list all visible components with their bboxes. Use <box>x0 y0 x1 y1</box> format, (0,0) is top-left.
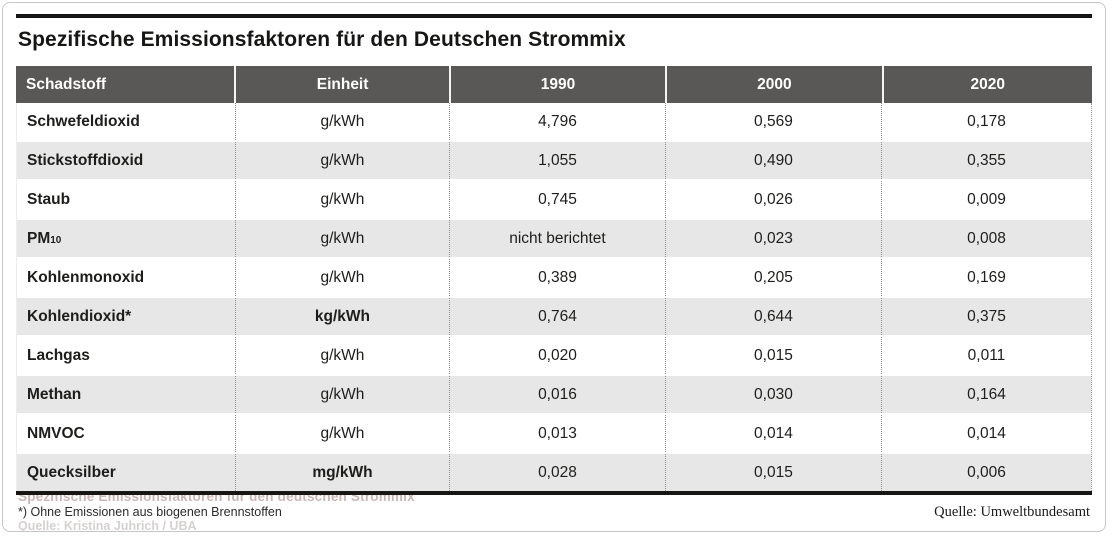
value-1990: 0,013 <box>448 415 665 452</box>
col-header-schadstoff: Schadstoff <box>26 75 107 93</box>
value-2020: 0,375 <box>880 298 1091 335</box>
value-1990: 0,764 <box>448 298 665 335</box>
pollutant-name: Stickstoffdioxid <box>27 151 144 169</box>
unit-cell: g/kWh <box>234 415 449 452</box>
pm10-text: PM <box>27 229 51 247</box>
unit-cell: g/kWh <box>234 181 449 218</box>
table-row-stickstoffdioxid: Stickstoffdioxid g/kWh 1,055 0,490 0,355 <box>17 142 1091 181</box>
value-1990: 1,055 <box>448 142 665 179</box>
pollutant-name: Methan <box>27 385 82 403</box>
value-2000: 0,205 <box>664 259 881 296</box>
footnote-text: *) Ohne Emissionen aus biogenen Brennsto… <box>18 505 282 519</box>
table-row-kohlendioxid: Kohlendioxid* kg/kWh 0,764 0,644 0,375 <box>17 298 1091 337</box>
page-title: Spezifische Emissionsfaktoren für den De… <box>18 28 626 51</box>
unit-cell: g/kWh <box>234 376 449 413</box>
pollutant-name: Staub <box>27 190 71 208</box>
value-1990: 4,796 <box>448 103 665 140</box>
pollutant-name: Quecksilber <box>27 463 116 481</box>
value-2000: 0,644 <box>664 298 881 335</box>
value-2000: 0,569 <box>664 103 881 140</box>
bottom-rule <box>16 491 1092 495</box>
pollutant-name: Kohlenmonoxid <box>27 268 145 286</box>
table-row-staub: Staub g/kWh 0,745 0,026 0,009 <box>17 181 1091 220</box>
table-row-pm10: PM 10 g/kWh nicht berichtet 0,023 0,008 <box>17 220 1091 259</box>
value-2020: 0,011 <box>880 337 1091 374</box>
table-row-lachgas: Lachgas g/kWh 0,020 0,015 0,011 <box>17 337 1091 376</box>
value-1990: 0,028 <box>448 454 665 491</box>
col-header-2020: 2020 <box>881 66 1092 103</box>
emissions-table: Schadstoff Einheit 1990 2000 2020 Schwef… <box>16 66 1092 491</box>
pollutant-name: Schwefeldioxid <box>27 112 140 130</box>
table-body: Schwefeldioxid g/kWh 4,796 0,569 0,178 S… <box>16 103 1092 491</box>
value-2020: 0,178 <box>880 103 1091 140</box>
source-text: Quelle: Umweltbundesamt <box>934 504 1090 520</box>
table-row-methan: Methan g/kWh 0,016 0,030 0,164 <box>17 376 1091 415</box>
pollutant-name: PM 10 <box>17 220 235 257</box>
table-header-row: Schadstoff Einheit 1990 2000 2020 <box>16 66 1092 103</box>
value-2020: 0,008 <box>880 220 1091 257</box>
footnote-row: *) Ohne Emissionen aus biogenen Brennsto… <box>16 495 1092 521</box>
pm10-subscript: 10 <box>50 235 62 246</box>
value-2020: 0,009 <box>880 181 1091 218</box>
table-row-schwefeldioxid: Schwefeldioxid g/kWh 4,796 0,569 0,178 <box>17 103 1091 142</box>
value-1990: 0,016 <box>448 376 665 413</box>
unit-cell: g/kWh <box>234 220 449 257</box>
table-row-nmvoc: NMVOC g/kWh 0,013 0,014 0,014 <box>17 415 1091 454</box>
unit-cell: g/kWh <box>234 259 449 296</box>
value-2020: 0,014 <box>880 415 1091 452</box>
value-2020: 0,355 <box>880 142 1091 179</box>
value-1990: 0,020 <box>448 337 665 374</box>
pollutant-name: Kohlendioxid* <box>27 307 132 325</box>
table-row-quecksilber: Quecksilber mg/kWh 0,028 0,015 0,006 <box>17 454 1091 491</box>
col-header-1990: 1990 <box>448 66 665 103</box>
value-2000: 0,026 <box>664 181 881 218</box>
infographic-card: Spezifische Emissionsfaktoren für den De… <box>2 2 1106 532</box>
unit-cell: g/kWh <box>234 142 449 179</box>
table-row-kohlenmonoxid: Kohlenmonoxid g/kWh 0,389 0,205 0,169 <box>17 259 1091 298</box>
value-2000: 0,490 <box>664 142 881 179</box>
value-2000: 0,014 <box>664 415 881 452</box>
pollutant-name: NMVOC <box>27 424 85 442</box>
unit-cell: g/kWh <box>234 337 449 374</box>
value-2000: 0,015 <box>664 454 881 491</box>
top-rule <box>16 14 1092 18</box>
value-2000: 0,015 <box>664 337 881 374</box>
value-2000: 0,023 <box>664 220 881 257</box>
value-1990: nicht berichtet <box>448 220 665 257</box>
unit-cell: kg/kWh <box>234 298 449 335</box>
value-1990: 0,745 <box>448 181 665 218</box>
value-2020: 0,164 <box>880 376 1091 413</box>
value-2020: 0,006 <box>880 454 1091 491</box>
unit-cell: g/kWh <box>234 103 449 140</box>
ghost-source-text: Quelle: Kristina Juhrich / UBA <box>18 519 197 532</box>
value-2000: 0,030 <box>664 376 881 413</box>
value-2020: 0,169 <box>880 259 1091 296</box>
col-header-2000: 2000 <box>665 66 881 103</box>
unit-cell: mg/kWh <box>234 454 449 491</box>
value-1990: 0,389 <box>448 259 665 296</box>
col-header-einheit: Einheit <box>234 66 448 103</box>
footer: Spezifische Emissionsfaktoren für den de… <box>16 489 1092 532</box>
pollutant-name: Lachgas <box>27 346 90 364</box>
